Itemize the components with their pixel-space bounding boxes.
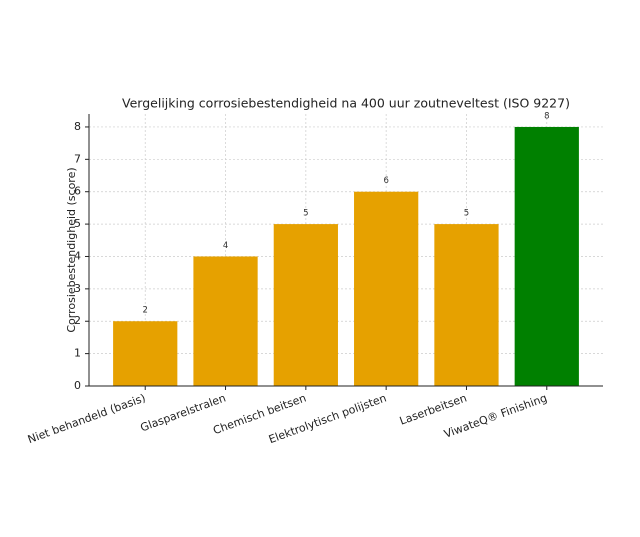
value-label: 8 xyxy=(544,111,549,121)
y-tick-label: 1 xyxy=(74,347,81,360)
x-tick-label: Niet behandeld (basis) xyxy=(26,391,147,446)
chart-title: Vergelijking corrosiebestendigheid na 40… xyxy=(122,96,570,111)
value-label: 5 xyxy=(303,209,308,219)
y-tick-label: 7 xyxy=(74,152,81,165)
y-tick-label: 2 xyxy=(74,314,81,327)
y-axis-label: Corrosiebestendigheid (score) xyxy=(65,167,78,332)
bar xyxy=(434,224,499,386)
y-tick-label: 5 xyxy=(74,217,81,230)
y-tick-label: 6 xyxy=(74,185,81,198)
bar xyxy=(273,224,338,386)
y-tick-label: 8 xyxy=(74,120,81,133)
value-label: 2 xyxy=(143,306,148,316)
y-tick-label: 3 xyxy=(74,282,81,295)
bar xyxy=(354,191,419,386)
value-label: 5 xyxy=(464,209,469,219)
y-tick-label: 4 xyxy=(74,249,81,262)
bar xyxy=(113,321,178,386)
bar xyxy=(514,126,579,386)
value-label: 6 xyxy=(383,176,388,186)
value-label: 4 xyxy=(223,241,228,251)
y-tick-label: 0 xyxy=(74,379,81,392)
bar xyxy=(193,256,258,386)
